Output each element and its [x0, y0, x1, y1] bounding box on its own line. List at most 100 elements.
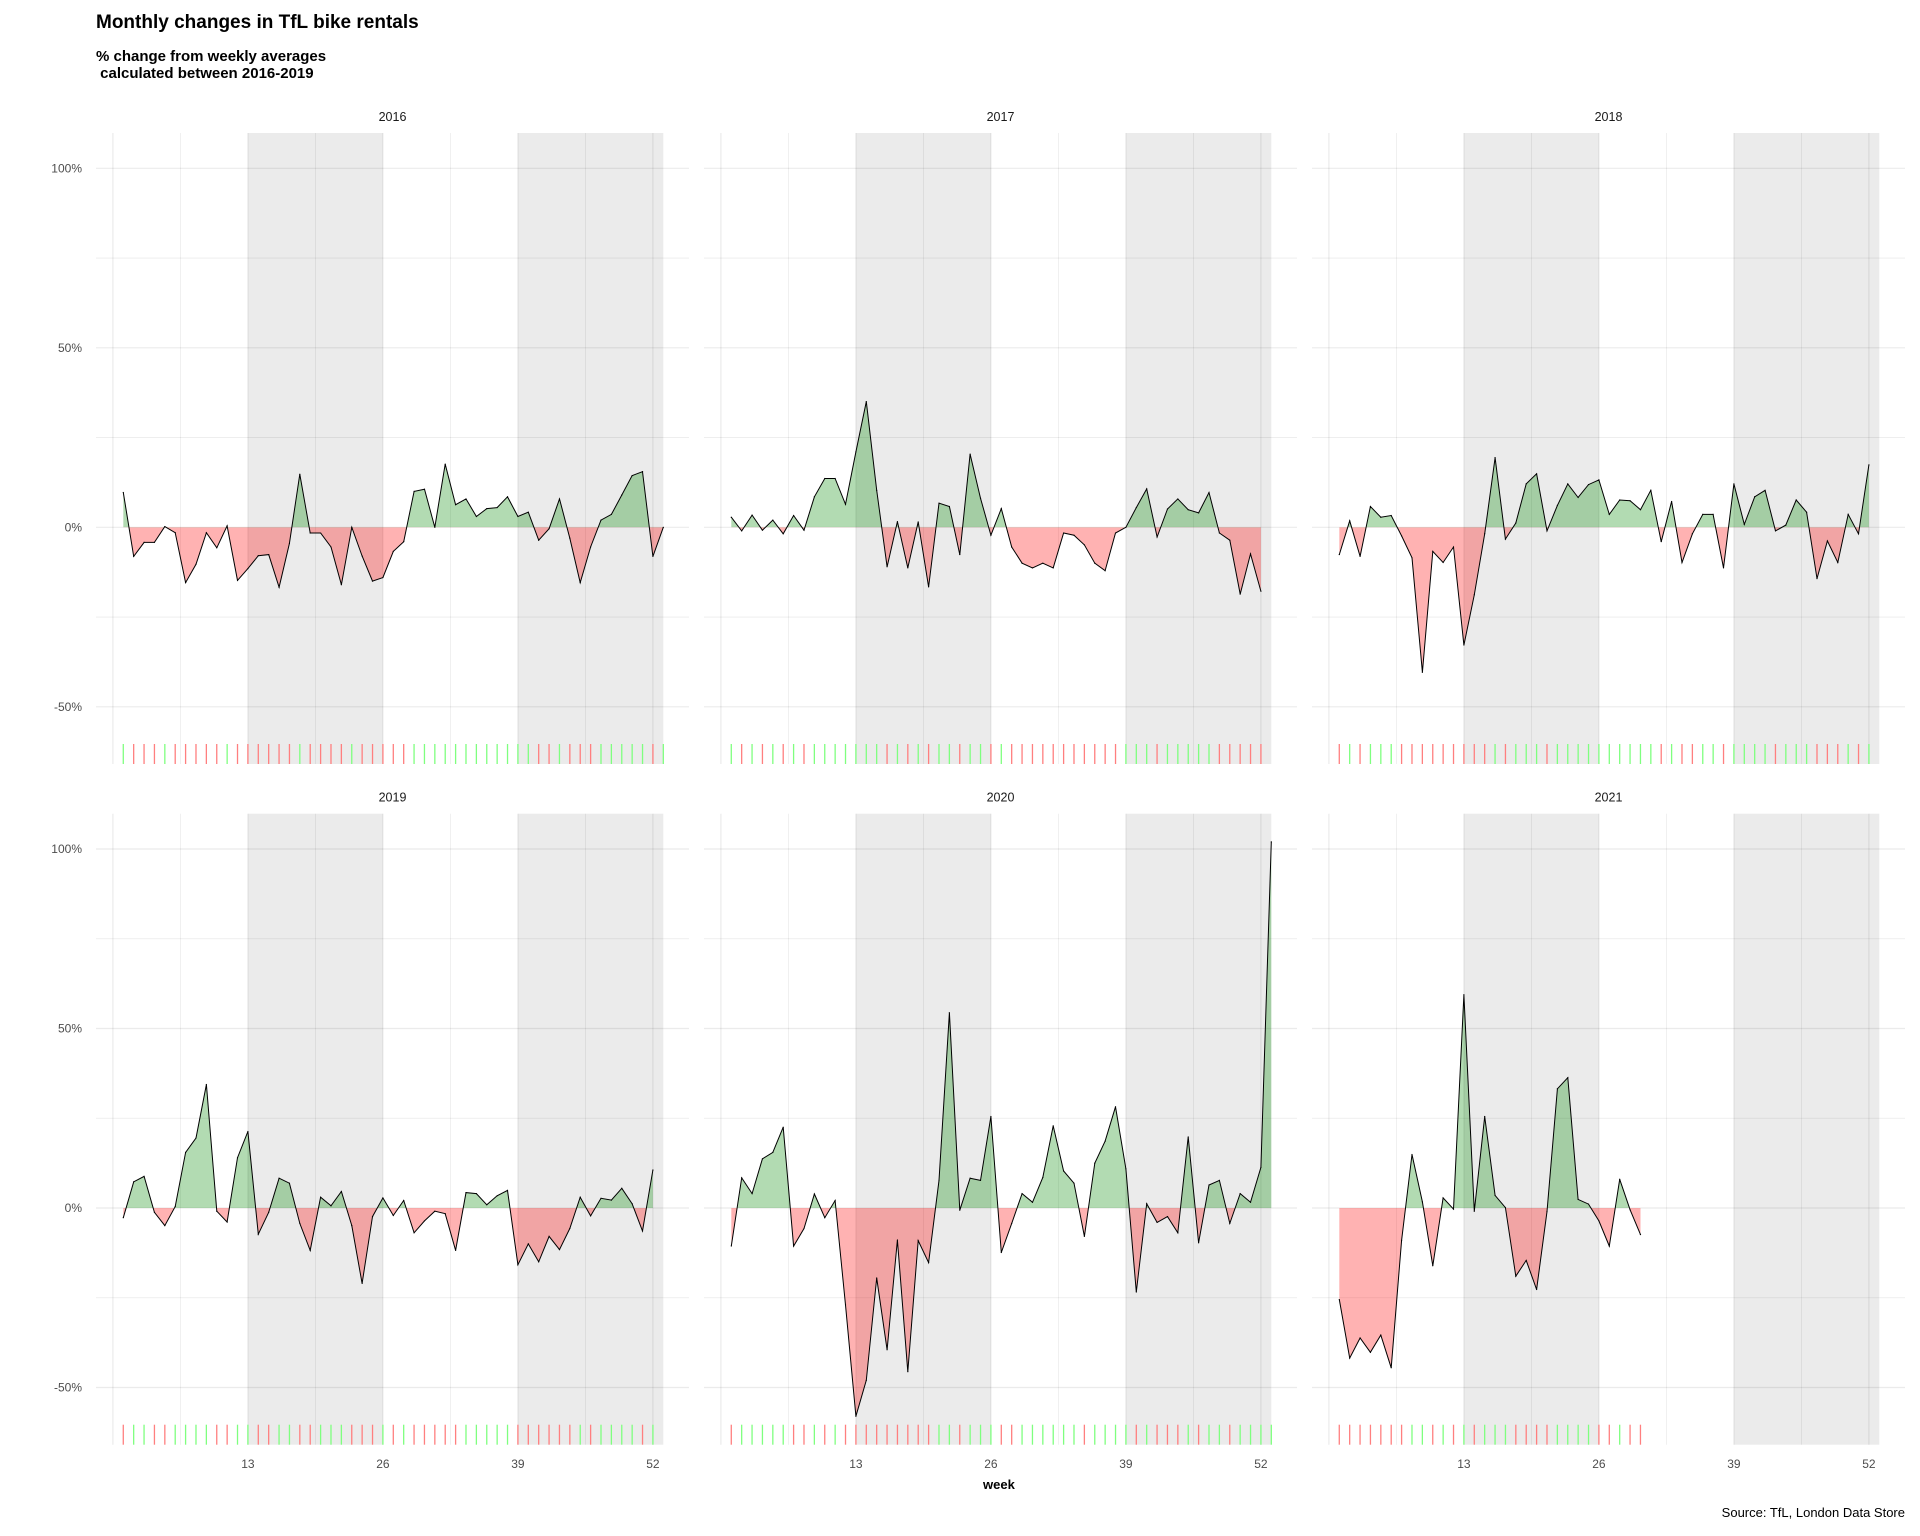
data-point [392, 550, 394, 552]
data-point [392, 1214, 394, 1217]
data-point [371, 580, 374, 582]
data-point [330, 1205, 332, 1207]
data-point [226, 525, 228, 527]
data-point [1712, 513, 1714, 515]
data-point [1619, 1178, 1621, 1180]
data-point [330, 546, 332, 548]
data-point [184, 1151, 187, 1153]
data-point [1629, 1209, 1631, 1211]
data-point [1629, 500, 1631, 502]
data-point [1073, 1182, 1075, 1184]
data-point [1598, 479, 1600, 481]
data-point [1338, 553, 1340, 556]
data-point [517, 515, 519, 518]
data-point [506, 496, 509, 498]
data-point [1052, 1125, 1054, 1127]
data-point [1218, 1179, 1220, 1181]
data-point [1525, 1259, 1527, 1262]
data-point [247, 1130, 249, 1133]
data-point [1239, 593, 1241, 595]
x-tick-label: 13 [849, 1457, 863, 1471]
data-point [1494, 457, 1496, 459]
data-point [527, 1243, 529, 1245]
data-point [1031, 1201, 1034, 1203]
data-point [299, 473, 301, 475]
season-shade [247, 133, 383, 764]
data-point [1146, 488, 1148, 490]
data-point [1400, 535, 1403, 537]
data-point [1608, 1245, 1610, 1247]
data-point [133, 555, 135, 557]
data-point [195, 563, 197, 565]
data-point [834, 477, 836, 480]
data-point [824, 477, 826, 480]
data-point [610, 513, 612, 515]
data-point [730, 1245, 732, 1247]
data-point [216, 547, 218, 549]
data-point [1504, 538, 1507, 540]
data-point [1608, 513, 1610, 515]
data-point [382, 576, 384, 579]
data-point [751, 514, 753, 516]
data-point [486, 508, 488, 510]
data-point [621, 1187, 623, 1189]
data-point [631, 1203, 633, 1205]
data-point [1063, 532, 1065, 534]
data-point [1349, 520, 1351, 522]
positive-area [123, 464, 664, 528]
data-point [865, 401, 867, 403]
data-point [1567, 483, 1569, 485]
data-point [621, 494, 623, 496]
data-point [413, 1232, 415, 1234]
data-point [1135, 506, 1137, 509]
data-point [844, 1304, 847, 1306]
data-point [1847, 513, 1849, 515]
data-point [1660, 541, 1662, 543]
data-point [1380, 1334, 1382, 1336]
data-point [434, 526, 436, 528]
data-point [548, 528, 550, 530]
data-point [216, 1210, 218, 1212]
data-point [1857, 533, 1860, 535]
data-point [1556, 504, 1558, 507]
data-point [600, 1197, 602, 1199]
data-point [1083, 1235, 1085, 1237]
data-point [1421, 671, 1423, 673]
data-point [1702, 513, 1704, 515]
data-point [948, 1012, 950, 1014]
data-point [969, 453, 971, 455]
panel-2016: 2016 100% 50% 0% -50% [51, 110, 689, 764]
data-point [1463, 994, 1465, 996]
data-point [465, 1191, 467, 1194]
data-point [1187, 1136, 1189, 1138]
data-point [1598, 1220, 1600, 1222]
data-point [1369, 1351, 1372, 1353]
data-point [1208, 491, 1210, 494]
change-line [730, 401, 1262, 595]
data-point [538, 1261, 540, 1263]
data-point [538, 539, 540, 541]
data-point [1156, 536, 1158, 538]
data-point [1198, 512, 1200, 514]
data-point [928, 1261, 930, 1264]
data-point [1052, 567, 1054, 569]
data-point [1837, 561, 1839, 564]
season-shade [1125, 133, 1272, 764]
data-point [475, 1193, 477, 1195]
data-point [1000, 508, 1002, 510]
data-point [865, 1379, 867, 1381]
data-point [1063, 1170, 1065, 1172]
data-point [1177, 1232, 1179, 1234]
negative-area [123, 1208, 653, 1284]
data-point [1785, 524, 1787, 526]
data-point [1567, 1077, 1569, 1079]
data-point [1452, 1208, 1455, 1210]
data-point [1270, 841, 1272, 843]
data-point [948, 505, 950, 508]
data-point [1177, 498, 1179, 500]
data-point [792, 514, 795, 517]
data-point [455, 1249, 457, 1251]
x-tick-label: 52 [646, 1457, 660, 1471]
negative-area [731, 1208, 1272, 1417]
data-point [143, 541, 145, 543]
